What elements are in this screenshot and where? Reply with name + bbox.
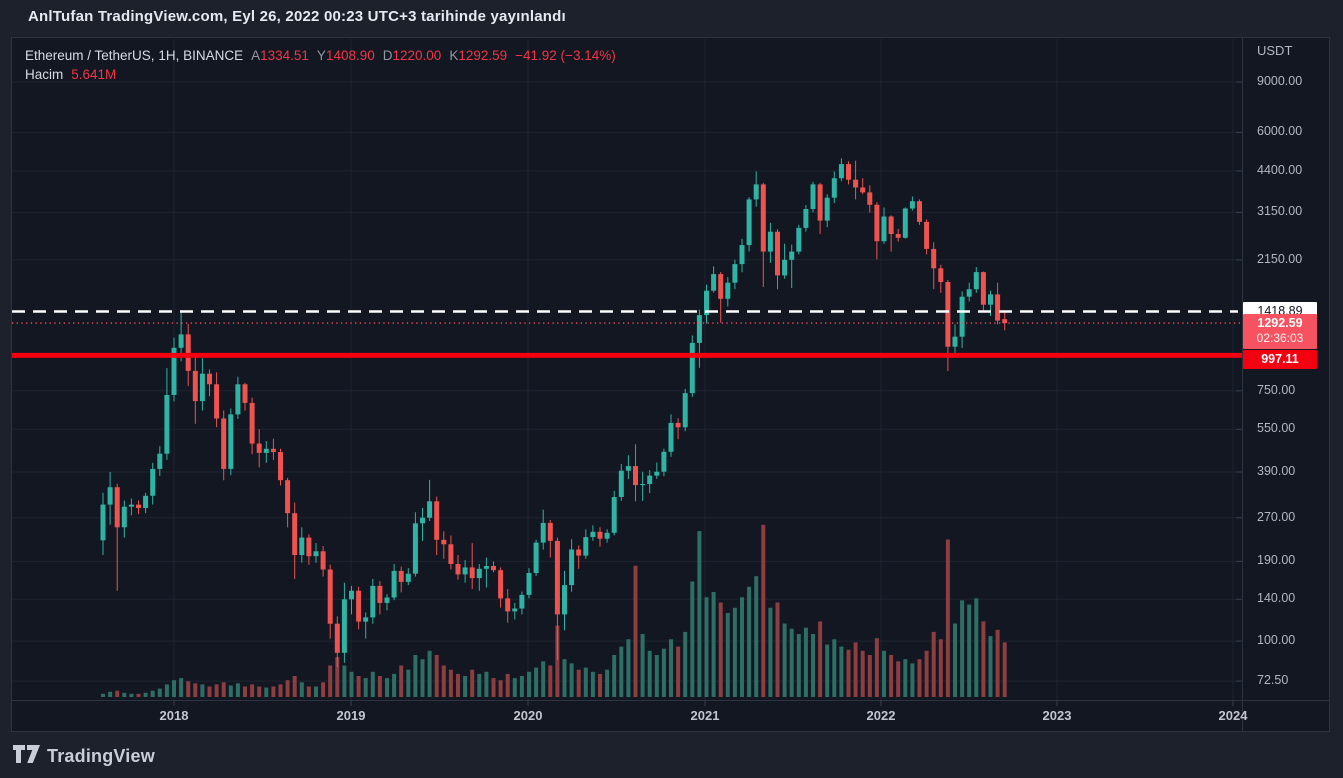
- price-tick-label: 4400.00: [1257, 162, 1303, 177]
- price-tick-label: 100.00: [1257, 633, 1296, 648]
- price-tick-label: 390.00: [1257, 464, 1296, 478]
- volume-value: 5.641M: [71, 67, 117, 82]
- price-tick-label: 6000.00: [1257, 124, 1303, 139]
- axis-currency-label: USDT: [1257, 43, 1293, 58]
- volume-label: Hacim: [25, 67, 64, 82]
- price-tick-label: 2150.00: [1257, 251, 1303, 266]
- legend-row-volume: Hacim 5.641M: [25, 65, 616, 84]
- chart-legend: Ethereum / TetherUS, 1H, BINANCE A1334.51…: [25, 46, 616, 84]
- ohlc-label: D: [382, 48, 393, 63]
- time-tick-label: 2022: [866, 708, 896, 723]
- price-tick-label: 140.00: [1257, 591, 1296, 606]
- ohlc-value: 1292.59: [458, 48, 508, 63]
- price-tick-label: 750.00: [1257, 382, 1296, 397]
- price-badge-last: 1292.59 02:36:03: [1243, 314, 1317, 350]
- price-tick-label: 72.50: [1257, 673, 1289, 688]
- price-badge-support: 997.11: [1243, 350, 1317, 370]
- price-tick-label: 270.00: [1257, 509, 1296, 524]
- price-tick-label: 9000.00: [1257, 74, 1303, 88]
- ohlc-values: A1334.51 Y1408.90 D1220.00 K1292.59: [243, 48, 507, 63]
- time-tick-label: 2023: [1042, 708, 1072, 723]
- time-tick-label: 2019: [336, 708, 366, 723]
- ohlc-label: A: [251, 48, 261, 63]
- price-tick-label: 190.00: [1257, 553, 1296, 568]
- symbol-title[interactable]: Ethereum / TetherUS, 1H, BINANCE: [25, 48, 244, 63]
- ohlc-value: 1334.51: [260, 48, 309, 63]
- change-value: −41.92 (−3.14%): [515, 48, 616, 63]
- tradingview-logo[interactable]: TradingView: [13, 745, 155, 768]
- time-tick-label: 2024: [1218, 708, 1248, 723]
- price-pane[interactable]: [12, 38, 1242, 699]
- publish-info: AnlTufan TradingView.com, Eyl 26, 2022 0…: [28, 8, 566, 25]
- chart-widget: [11, 37, 1330, 732]
- time-tick-label: 2020: [513, 708, 543, 723]
- time-tick-label: 2021: [690, 708, 720, 723]
- last-price-value: 1292.59: [1257, 316, 1303, 331]
- ohlc-value: 1408.90: [325, 48, 375, 63]
- price-tick-label: 3150.00: [1257, 204, 1303, 219]
- time-tick-label: 2018: [159, 708, 189, 723]
- bar-countdown: 02:36:03: [1256, 331, 1304, 346]
- ohlc-value: 1220.00: [392, 48, 442, 63]
- brand-name: TradingView: [47, 746, 155, 766]
- ohlc-label: Y: [316, 48, 326, 63]
- price-tick-label: 550.00: [1257, 421, 1296, 436]
- tradingview-icon: [13, 745, 40, 768]
- ohlc-label: K: [449, 48, 459, 63]
- legend-row-symbol: Ethereum / TetherUS, 1H, BINANCE A1334.51…: [25, 46, 616, 65]
